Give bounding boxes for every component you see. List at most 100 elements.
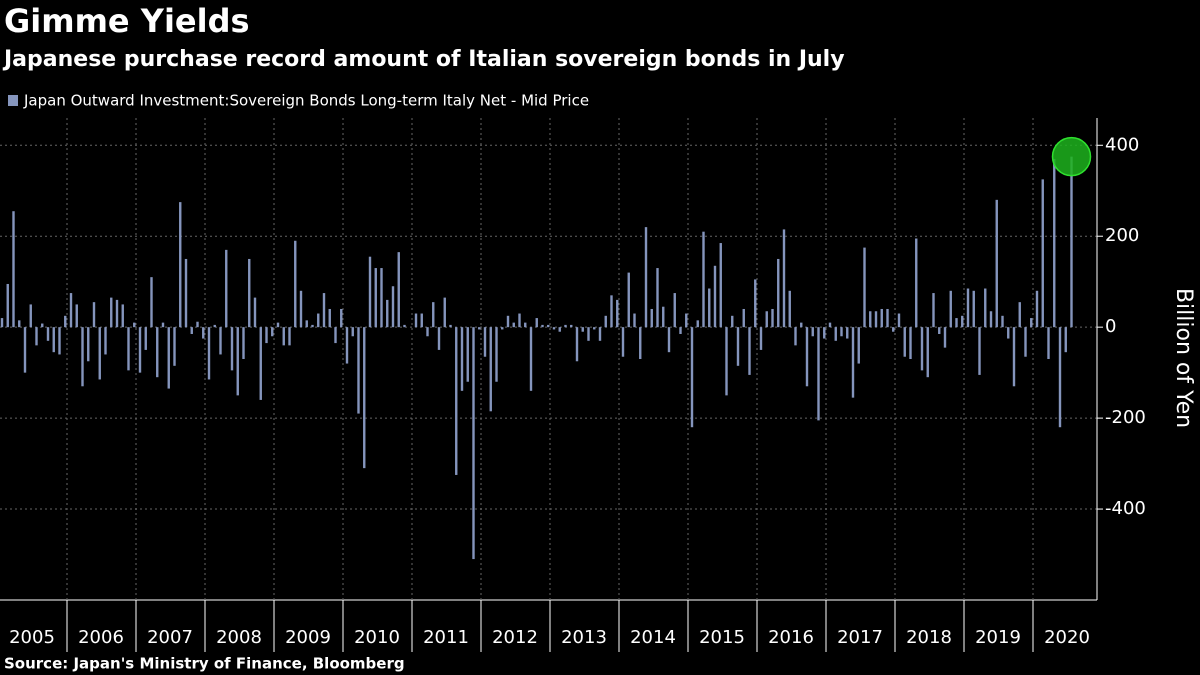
bar: [18, 320, 21, 328]
bar: [512, 322, 515, 328]
bar: [357, 327, 360, 414]
bar: [731, 315, 734, 328]
bar: [984, 288, 987, 328]
bar: [949, 290, 952, 328]
bar: [667, 327, 671, 353]
bar: [328, 308, 331, 328]
bar: [938, 327, 941, 334]
bar: [340, 308, 343, 328]
bar: [368, 256, 372, 328]
bar: [627, 272, 630, 328]
bar: [863, 247, 866, 328]
bar: [6, 283, 9, 328]
bar: [46, 327, 50, 341]
bar: [828, 322, 832, 328]
bar: [495, 327, 498, 382]
bar: [926, 327, 929, 378]
bar: [610, 295, 613, 328]
bar: [1064, 327, 1067, 353]
y-tick-label: 400: [1105, 134, 1139, 155]
bar: [587, 327, 590, 341]
bar: [840, 327, 843, 337]
bar: [880, 308, 883, 328]
bar: [1030, 318, 1033, 328]
bar: [1001, 315, 1004, 328]
bar: [219, 327, 222, 355]
bar: [391, 286, 395, 328]
bar: [765, 311, 768, 328]
y-tick-label: -200: [1105, 407, 1146, 428]
bar: [282, 327, 285, 346]
y-tick-label: 200: [1105, 225, 1139, 246]
bar: [75, 304, 78, 328]
x-tick-label: 2006: [78, 627, 124, 648]
bar: [978, 327, 981, 375]
x-tick-label: 2018: [906, 627, 952, 648]
bar: [777, 258, 780, 328]
x-tick-label: 2017: [837, 627, 883, 648]
bar: [782, 229, 786, 328]
source: Source: Japan's Ministry of Finance, Blo…: [4, 655, 405, 673]
bar: [305, 320, 308, 328]
bar: [23, 327, 27, 373]
bar: [518, 313, 521, 328]
bar: [104, 327, 107, 355]
bar: [713, 265, 717, 328]
bar: [564, 324, 567, 328]
x-tick-label: 2011: [423, 627, 469, 648]
bar: [552, 327, 556, 330]
bar: [121, 304, 124, 328]
bar: [110, 297, 113, 328]
bar: [98, 327, 101, 380]
bar: [397, 252, 400, 328]
bar: [190, 327, 193, 334]
bar: [351, 327, 354, 337]
bar: [41, 323, 44, 328]
x-tick-label: 2019: [975, 627, 1021, 648]
bar: [115, 299, 119, 328]
bar: [851, 327, 855, 398]
bar: [230, 327, 234, 371]
bar: [483, 327, 487, 357]
bar: [317, 313, 320, 328]
bar: [1041, 179, 1044, 328]
bar: [892, 327, 895, 332]
bar: [961, 315, 964, 328]
bar: [420, 313, 423, 328]
bar: [846, 327, 849, 339]
bar: [621, 327, 625, 357]
bar: [570, 324, 573, 328]
bar: [788, 290, 791, 328]
bar: [1047, 327, 1050, 359]
x-tick-label: 2014: [630, 627, 676, 648]
y-tick-label: -400: [1105, 498, 1146, 519]
bar: [69, 293, 73, 328]
bar: [403, 324, 406, 328]
bar: [696, 320, 699, 328]
x-tick-label: 2009: [285, 627, 331, 648]
bar: [754, 279, 757, 328]
x-tick-label: 2010: [354, 627, 400, 648]
bar: [1053, 158, 1056, 328]
bar: [748, 327, 751, 375]
bar: [1024, 327, 1027, 357]
bar: [1018, 302, 1021, 328]
bar: [616, 299, 619, 328]
bar: [535, 318, 538, 328]
bar: [167, 327, 170, 389]
bar: [823, 327, 826, 339]
bar: [414, 313, 418, 328]
bar: [259, 327, 262, 400]
bar: [150, 277, 153, 328]
bar: [995, 199, 998, 328]
x-tick-label: 2020: [1044, 627, 1090, 648]
bar: [736, 327, 740, 366]
bar: [920, 327, 924, 371]
bar: [909, 327, 912, 359]
bar: [972, 290, 975, 328]
bar: [334, 327, 337, 344]
bar: [363, 327, 366, 469]
bar: [955, 318, 958, 328]
bar: [92, 302, 96, 328]
